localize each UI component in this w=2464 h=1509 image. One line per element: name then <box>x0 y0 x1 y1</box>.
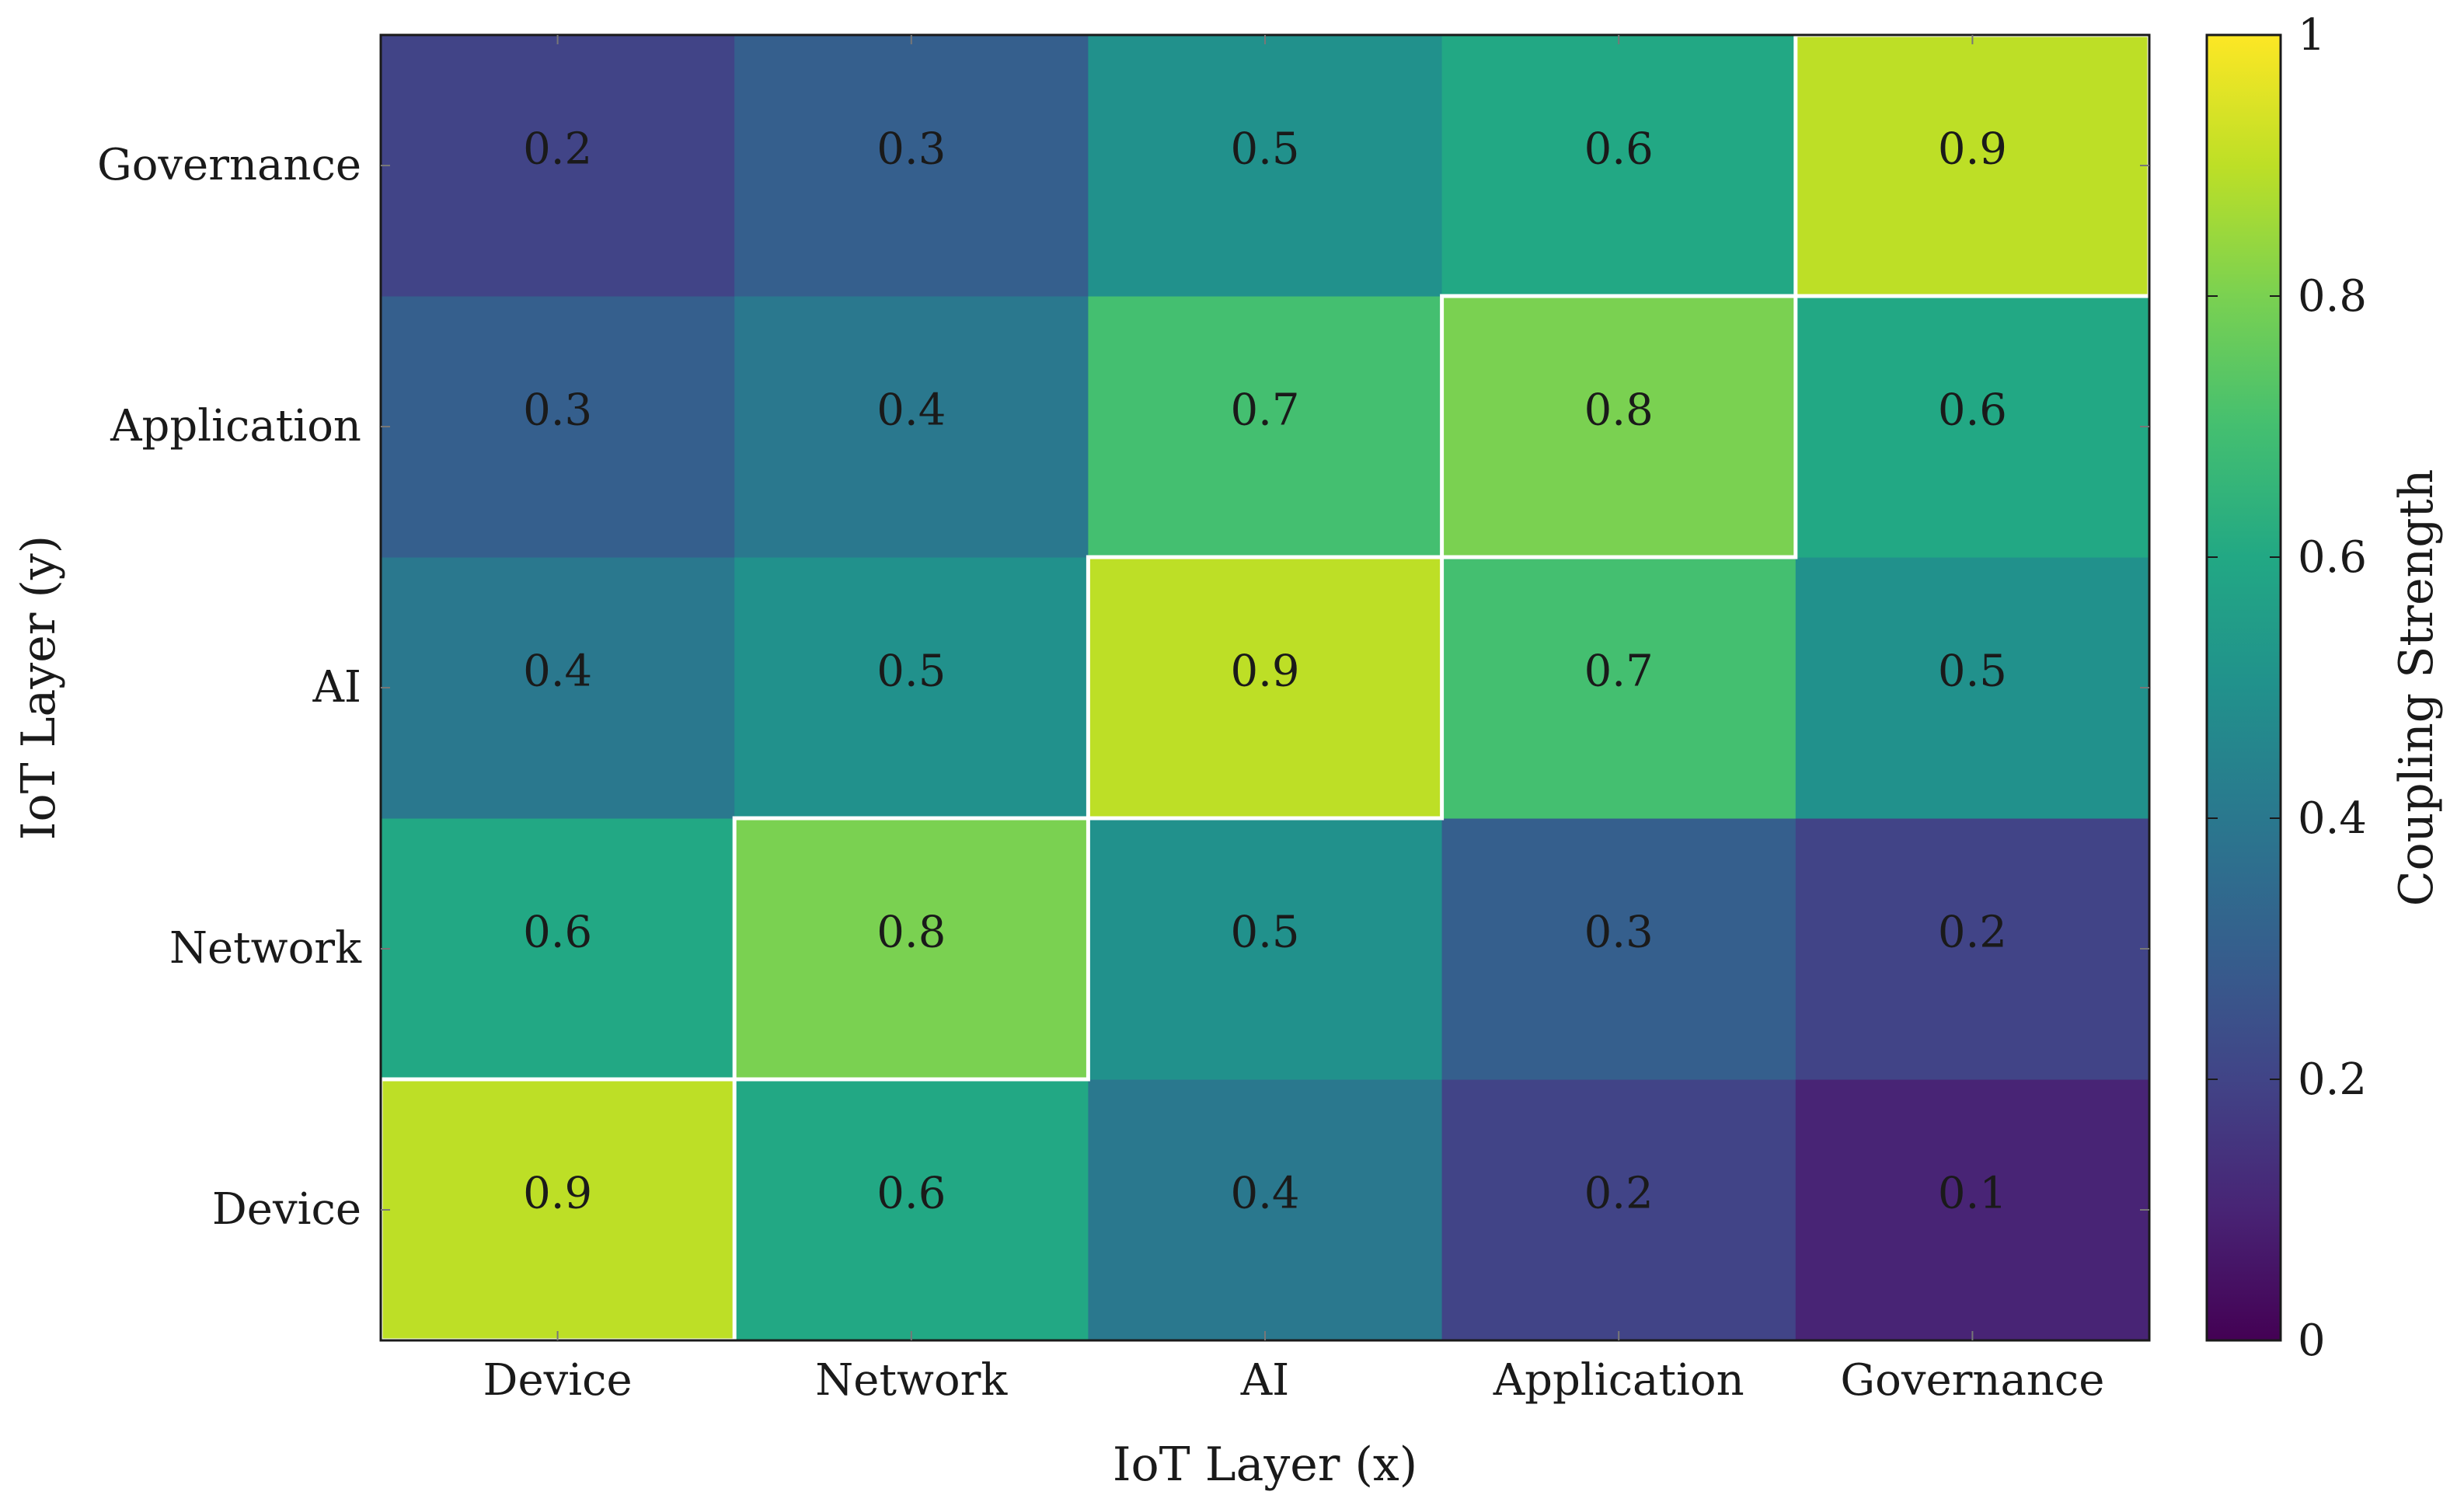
y-tick-label: AI <box>312 662 361 713</box>
diagonal-highlight-box <box>732 816 1090 1082</box>
cell-value-label: 0.8 <box>877 908 946 958</box>
x-tick-label: Application <box>1493 1355 1744 1406</box>
cell-value-label: 0.9 <box>1938 124 2007 175</box>
heatmap-cell <box>1088 35 1443 297</box>
cell-value-label: 0.2 <box>523 124 592 175</box>
colorbar-tick-label: 1 <box>2298 10 2326 61</box>
axis-ticks <box>381 35 2149 1340</box>
diagonal-highlight-box <box>1086 555 1445 821</box>
heatmap-cell <box>1795 1079 2150 1341</box>
y-axis-title: IoT Layer (y) <box>12 535 66 840</box>
heatmap-cell <box>1441 557 1797 819</box>
heatmap-cell <box>734 557 1089 819</box>
cell-value-label: 0.3 <box>1584 908 1654 958</box>
colorbar-title: Coupling Strength <box>2389 469 2444 907</box>
cell-value-label: 0.6 <box>523 908 592 958</box>
heatmap-cell <box>381 35 735 297</box>
heatmap-cell <box>1088 818 1443 1080</box>
cell-value-label: 0.2 <box>1584 1169 1654 1219</box>
colorbar-tick-label: 0.8 <box>2298 271 2367 322</box>
heatmap-cell <box>1441 818 1797 1080</box>
cell-value-label: 0.6 <box>1938 385 2007 436</box>
x-tick-label: Device <box>483 1355 633 1406</box>
heatmap-cell <box>734 296 1089 558</box>
heatmap-cell <box>1441 296 1797 558</box>
cell-value-label: 0.4 <box>1230 1169 1299 1219</box>
y-tick-label: Network <box>169 923 362 974</box>
cell-value-label: 0.5 <box>1938 646 2007 697</box>
heatmap-cell <box>381 1079 735 1341</box>
cell-value-label: 0.5 <box>1230 908 1299 958</box>
cell-value-label: 0.8 <box>1584 385 1654 436</box>
heatmap-cell-labels: 0.9 0.6 0.4 0.2 0.1 0.6 0.8 0.5 0.3 0.2 0.4 0.5 0.9 0… <box>523 124 2007 1219</box>
heatmap-cells <box>381 35 2150 1341</box>
cell-value-label: 0.5 <box>1230 124 1299 175</box>
colorbar-tick-label: 0.2 <box>2298 1054 2367 1105</box>
heatmap-cell <box>1088 1079 1443 1341</box>
cell-value-label: 0.7 <box>1230 385 1299 436</box>
colorbar-tick-label: 0 <box>2298 1316 2326 1366</box>
heatmap-cell <box>1088 296 1443 558</box>
cell-value-label: 0.9 <box>523 1169 592 1219</box>
y-tick-labels: Device Network AI Application Governance <box>97 140 362 1235</box>
heatmap-cell <box>1088 557 1443 819</box>
cell-value-label: 0.1 <box>1938 1169 2007 1219</box>
y-tick-label: Device <box>212 1184 361 1235</box>
colorbar-tick-label: 0.6 <box>2298 532 2367 583</box>
y-tick-label: Application <box>110 401 361 451</box>
cell-value-label: 0.5 <box>877 646 946 697</box>
heatmap-cell <box>1795 35 2150 297</box>
heatmap-cell <box>734 1079 1089 1341</box>
cell-value-label: 0.6 <box>877 1169 946 1219</box>
cell-value-label: 0.2 <box>1938 908 2007 958</box>
cell-value-label: 0.7 <box>1584 646 1654 697</box>
cell-value-label: 0.6 <box>1584 124 1654 175</box>
diagonal-highlight-box <box>1440 294 1798 559</box>
heatmap-cell <box>381 818 735 1080</box>
x-axis-title: IoT Layer (x) <box>1113 1438 1417 1492</box>
y-tick-label: Governance <box>97 140 361 190</box>
heatmap-cell <box>1795 557 2150 819</box>
cell-value-label: 0.4 <box>523 646 592 697</box>
colorbar <box>2205 33 2282 1342</box>
heatmap-cell <box>1441 1079 1797 1341</box>
x-tick-label: Network <box>815 1355 1008 1406</box>
x-tick-label: AI <box>1240 1355 1290 1406</box>
heatmap-cell <box>1795 818 2150 1080</box>
heatmap-cell <box>1441 35 1797 297</box>
cell-value-label: 0.9 <box>1230 646 1299 697</box>
x-tick-label: Governance <box>1840 1355 2104 1406</box>
cell-value-label: 0.3 <box>877 124 946 175</box>
heatmap-cell <box>381 296 735 558</box>
heatmap-cell <box>734 35 1089 297</box>
cell-value-label: 0.4 <box>877 385 946 436</box>
heatmap-cell <box>381 557 735 819</box>
cell-value-label: 0.3 <box>523 385 592 436</box>
x-tick-labels: Device Network AI Application Governance <box>483 1355 2105 1406</box>
heatmap-cell <box>734 818 1089 1080</box>
colorbar-tick-label: 0.4 <box>2298 793 2367 844</box>
colorbar-ticks: 0 0.2 0.4 0.6 0.8 1 <box>2207 10 2367 1366</box>
diagonal-highlights <box>378 33 2152 1343</box>
heatmap-cell <box>1795 296 2150 558</box>
